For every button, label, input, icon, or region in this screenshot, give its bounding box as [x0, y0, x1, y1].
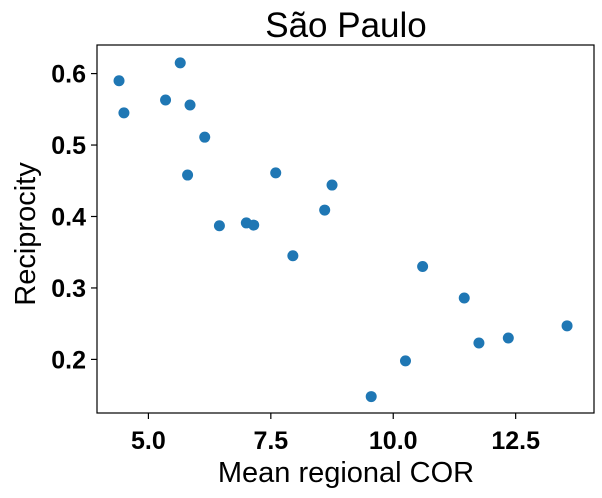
data-point [399, 355, 411, 367]
data-point [365, 391, 377, 403]
plot-frame [96, 44, 595, 414]
x-tick-label: 12.5 [491, 427, 540, 455]
x-axis-label: Mean regional COR [218, 457, 474, 489]
data-point [199, 131, 211, 143]
x-tick-label: 7.5 [253, 427, 288, 455]
data-point [174, 57, 186, 69]
data-point [248, 219, 260, 231]
data-point [118, 107, 130, 119]
data-point [113, 75, 125, 87]
data-point [270, 167, 282, 179]
y-axis: 0.2 0.3 0.4 0.5 0.6 [51, 61, 97, 374]
data-point [287, 250, 299, 262]
y-tick-label: 0.5 [51, 132, 86, 160]
data-point [417, 261, 429, 273]
data-point [458, 292, 470, 304]
chart-title: São Paulo [265, 6, 427, 45]
data-point [473, 337, 485, 349]
data-point [160, 94, 172, 106]
y-tick-label: 0.6 [51, 61, 86, 89]
data-point [319, 204, 331, 216]
y-axis-label: Reciprocity [10, 162, 42, 306]
x-tick-label: 5.0 [131, 427, 166, 455]
data-points [113, 57, 573, 403]
data-point [561, 320, 573, 332]
y-tick-label: 0.2 [51, 346, 86, 374]
data-point [182, 169, 194, 181]
y-tick-label: 0.4 [51, 203, 86, 231]
data-point [502, 332, 514, 344]
data-point [213, 220, 225, 232]
x-tick-label: 10.0 [369, 427, 418, 455]
data-point [326, 179, 338, 191]
x-axis: 5.0 7.5 10.0 12.5 [131, 413, 540, 455]
data-point [184, 99, 196, 111]
y-tick-label: 0.3 [51, 275, 86, 303]
